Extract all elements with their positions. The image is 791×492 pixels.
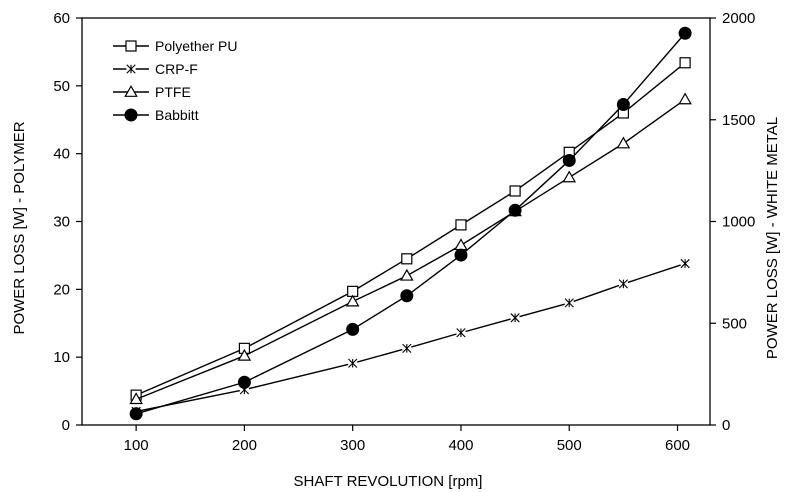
plot-area-border xyxy=(81,17,711,426)
square-marker xyxy=(509,185,521,197)
legend-label: CRP-F xyxy=(155,61,198,77)
cross-marker xyxy=(680,258,690,269)
cross-marker xyxy=(126,64,136,74)
triangle-marker xyxy=(400,268,414,281)
right-y-tick-label: 0 xyxy=(722,417,730,434)
left-y-tick-label: 40 xyxy=(53,146,70,163)
series-babbitt xyxy=(129,26,692,421)
x-tick-label: 400 xyxy=(448,437,473,454)
right-y-axis-ticks: 0 500 1000 1500 2000 xyxy=(710,10,755,434)
triangle-marker xyxy=(345,294,360,307)
legend-label: PTFE xyxy=(155,84,191,100)
triangle-marker xyxy=(616,136,631,149)
legend-item: PTFE xyxy=(113,84,191,100)
left-y-tick-label: 30 xyxy=(53,214,70,231)
series-polyether-pu xyxy=(130,57,691,401)
x-axis-title: SHAFT REVOLUTION [rpm] xyxy=(294,473,483,490)
legend: Polyether PU CRP-F PTFE Babbitt xyxy=(113,38,237,123)
triangle-marker xyxy=(678,92,692,105)
series-crp-f xyxy=(131,258,690,417)
series-line xyxy=(135,32,686,415)
x-tick-label: 500 xyxy=(557,437,582,454)
legend-item: Polyether PU xyxy=(113,38,237,54)
series-layer xyxy=(129,26,692,421)
filled-circle-marker xyxy=(400,289,414,303)
x-axis-ticks: 100 200 300 400 500 600 xyxy=(124,425,690,454)
left-y-tick-label: 10 xyxy=(53,349,70,366)
filled-circle-marker xyxy=(678,26,692,40)
cross-marker xyxy=(456,327,466,338)
filled-circle-marker xyxy=(508,203,522,217)
x-tick-label: 300 xyxy=(340,437,365,454)
right-y-tick-label: 1500 xyxy=(722,112,755,129)
left-y-tick-label: 20 xyxy=(53,281,70,298)
x-tick-label: 200 xyxy=(232,437,257,454)
left-y-tick-label: 0 xyxy=(62,417,70,434)
x-tick-label: 100 xyxy=(124,437,149,454)
cross-marker xyxy=(510,313,520,323)
filled-circle-marker xyxy=(237,375,251,389)
left-y-tick-label: 60 xyxy=(53,10,70,27)
left-y-axis-title: POWER LOSS [W] - POLYMER xyxy=(11,121,28,334)
legend-item: CRP-F xyxy=(113,61,198,77)
legend-label: Polyether PU xyxy=(155,38,237,54)
x-tick-label: 600 xyxy=(665,437,690,454)
cross-marker xyxy=(618,279,629,289)
triangle-marker xyxy=(454,238,468,251)
filled-circle-marker xyxy=(562,153,576,167)
left-y-axis-ticks: 0 10 20 30 40 50 60 xyxy=(53,10,82,434)
legend-label: Babbitt xyxy=(155,107,199,123)
filled-circle-marker xyxy=(616,97,630,111)
square-marker xyxy=(401,253,413,265)
triangle-marker xyxy=(237,348,252,361)
square-marker xyxy=(679,57,691,69)
right-y-axis-title: POWER LOSS [W] - WHITE METAL xyxy=(764,117,781,359)
square-marker xyxy=(455,219,467,231)
right-y-tick-label: 1000 xyxy=(722,214,755,231)
series-ptfe xyxy=(129,92,692,405)
right-y-tick-label: 500 xyxy=(722,315,747,332)
cross-marker xyxy=(347,358,358,369)
filled-circle-marker xyxy=(124,108,138,122)
legend-item: Babbitt xyxy=(113,107,199,123)
filled-circle-marker xyxy=(346,322,360,336)
filled-circle-marker xyxy=(129,407,143,421)
triangle-marker xyxy=(124,85,138,97)
cross-marker xyxy=(564,298,574,308)
cross-marker xyxy=(402,343,412,354)
right-y-tick-label: 2000 xyxy=(722,10,755,27)
square-marker xyxy=(125,40,137,52)
filled-circle-marker xyxy=(454,248,468,262)
left-y-tick-label: 50 xyxy=(53,78,70,95)
triangle-marker xyxy=(562,170,577,183)
series-line xyxy=(135,98,686,400)
triangle-marker xyxy=(129,392,143,405)
plot-frame xyxy=(81,17,711,426)
